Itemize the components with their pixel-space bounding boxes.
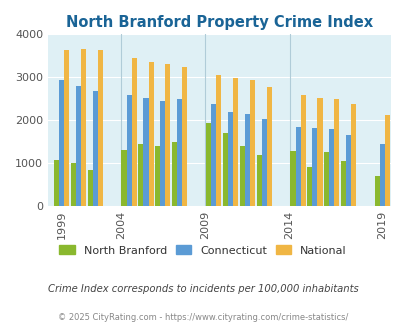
Bar: [239, 146, 244, 206]
Bar: [324, 152, 328, 206]
Bar: [232, 78, 237, 206]
Bar: [211, 104, 215, 206]
Bar: [81, 49, 86, 206]
Bar: [317, 98, 322, 206]
Bar: [222, 133, 227, 206]
Bar: [87, 170, 92, 206]
Title: North Branford Property Crime Index: North Branford Property Crime Index: [66, 15, 372, 30]
Bar: [249, 81, 254, 206]
Bar: [98, 50, 102, 206]
Bar: [307, 167, 312, 206]
Bar: [374, 177, 379, 206]
Bar: [215, 75, 221, 206]
Bar: [126, 95, 131, 206]
Bar: [76, 86, 81, 206]
Bar: [59, 81, 64, 206]
Bar: [143, 98, 148, 206]
Bar: [328, 128, 334, 206]
Bar: [261, 119, 266, 206]
Bar: [182, 67, 187, 206]
Bar: [340, 161, 345, 206]
Text: © 2025 CityRating.com - https://www.cityrating.com/crime-statistics/: © 2025 CityRating.com - https://www.city…: [58, 313, 347, 322]
Bar: [227, 113, 232, 206]
Bar: [205, 123, 211, 206]
Legend: North Branford, Connecticut, National: North Branford, Connecticut, National: [55, 241, 350, 260]
Bar: [244, 114, 249, 206]
Bar: [131, 58, 136, 206]
Bar: [54, 160, 59, 206]
Bar: [350, 104, 356, 206]
Bar: [70, 163, 76, 206]
Bar: [379, 145, 384, 206]
Bar: [155, 146, 160, 206]
Bar: [121, 150, 126, 206]
Bar: [165, 64, 170, 206]
Bar: [334, 99, 339, 206]
Bar: [148, 62, 153, 206]
Bar: [384, 115, 389, 206]
Bar: [312, 128, 317, 206]
Bar: [92, 91, 98, 206]
Bar: [266, 87, 271, 206]
Bar: [256, 155, 261, 206]
Bar: [300, 95, 305, 206]
Bar: [64, 50, 69, 206]
Bar: [295, 127, 300, 206]
Bar: [160, 101, 165, 206]
Bar: [177, 99, 182, 206]
Bar: [172, 142, 177, 206]
Text: Crime Index corresponds to incidents per 100,000 inhabitants: Crime Index corresponds to incidents per…: [47, 284, 358, 294]
Bar: [290, 151, 295, 206]
Bar: [345, 135, 350, 206]
Bar: [138, 145, 143, 206]
